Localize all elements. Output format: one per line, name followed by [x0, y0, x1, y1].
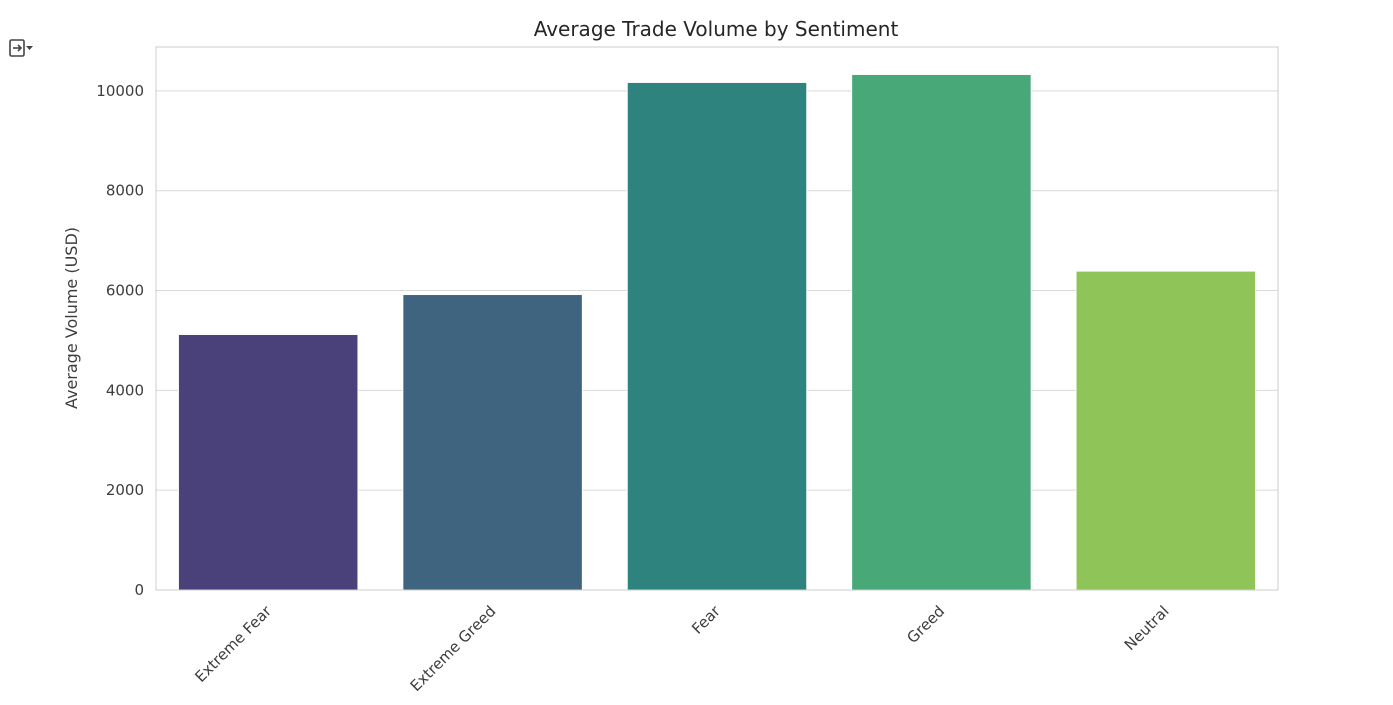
x-tick-label: Fear — [688, 602, 724, 638]
x-tick-label: Neutral — [1121, 602, 1173, 654]
output-toggle-button[interactable] — [8, 36, 36, 62]
bar — [177, 333, 359, 591]
chart-title: Average Trade Volume by Sentiment — [534, 17, 899, 41]
y-tick-label: 2000 — [106, 481, 144, 499]
bar — [851, 73, 1032, 591]
bar — [626, 81, 808, 591]
bar — [402, 294, 583, 591]
y-tick-label: 4000 — [106, 381, 144, 399]
x-tick-labels: Extreme Fear Extreme Greed Fear Greed Neutra… — [191, 602, 1172, 695]
x-tick-label: Extreme Fear — [191, 602, 275, 686]
bar — [1075, 270, 1257, 591]
y-tick-labels: 0 2000 4000 6000 8000 10000 — [96, 82, 144, 599]
x-tick-label: Extreme Greed — [407, 602, 500, 695]
y-tick-label: 8000 — [106, 182, 144, 200]
output-collapse-icon — [9, 39, 33, 57]
x-tick-label: Greed — [903, 602, 948, 647]
y-tick-label: 10000 — [96, 82, 144, 100]
y-axis-title: Average Volume (USD) — [62, 227, 81, 409]
plot-frame — [155, 46, 1279, 591]
y-tick-label: 6000 — [106, 282, 144, 300]
bars — [177, 73, 1257, 591]
y-tick-label: 0 — [134, 581, 144, 599]
